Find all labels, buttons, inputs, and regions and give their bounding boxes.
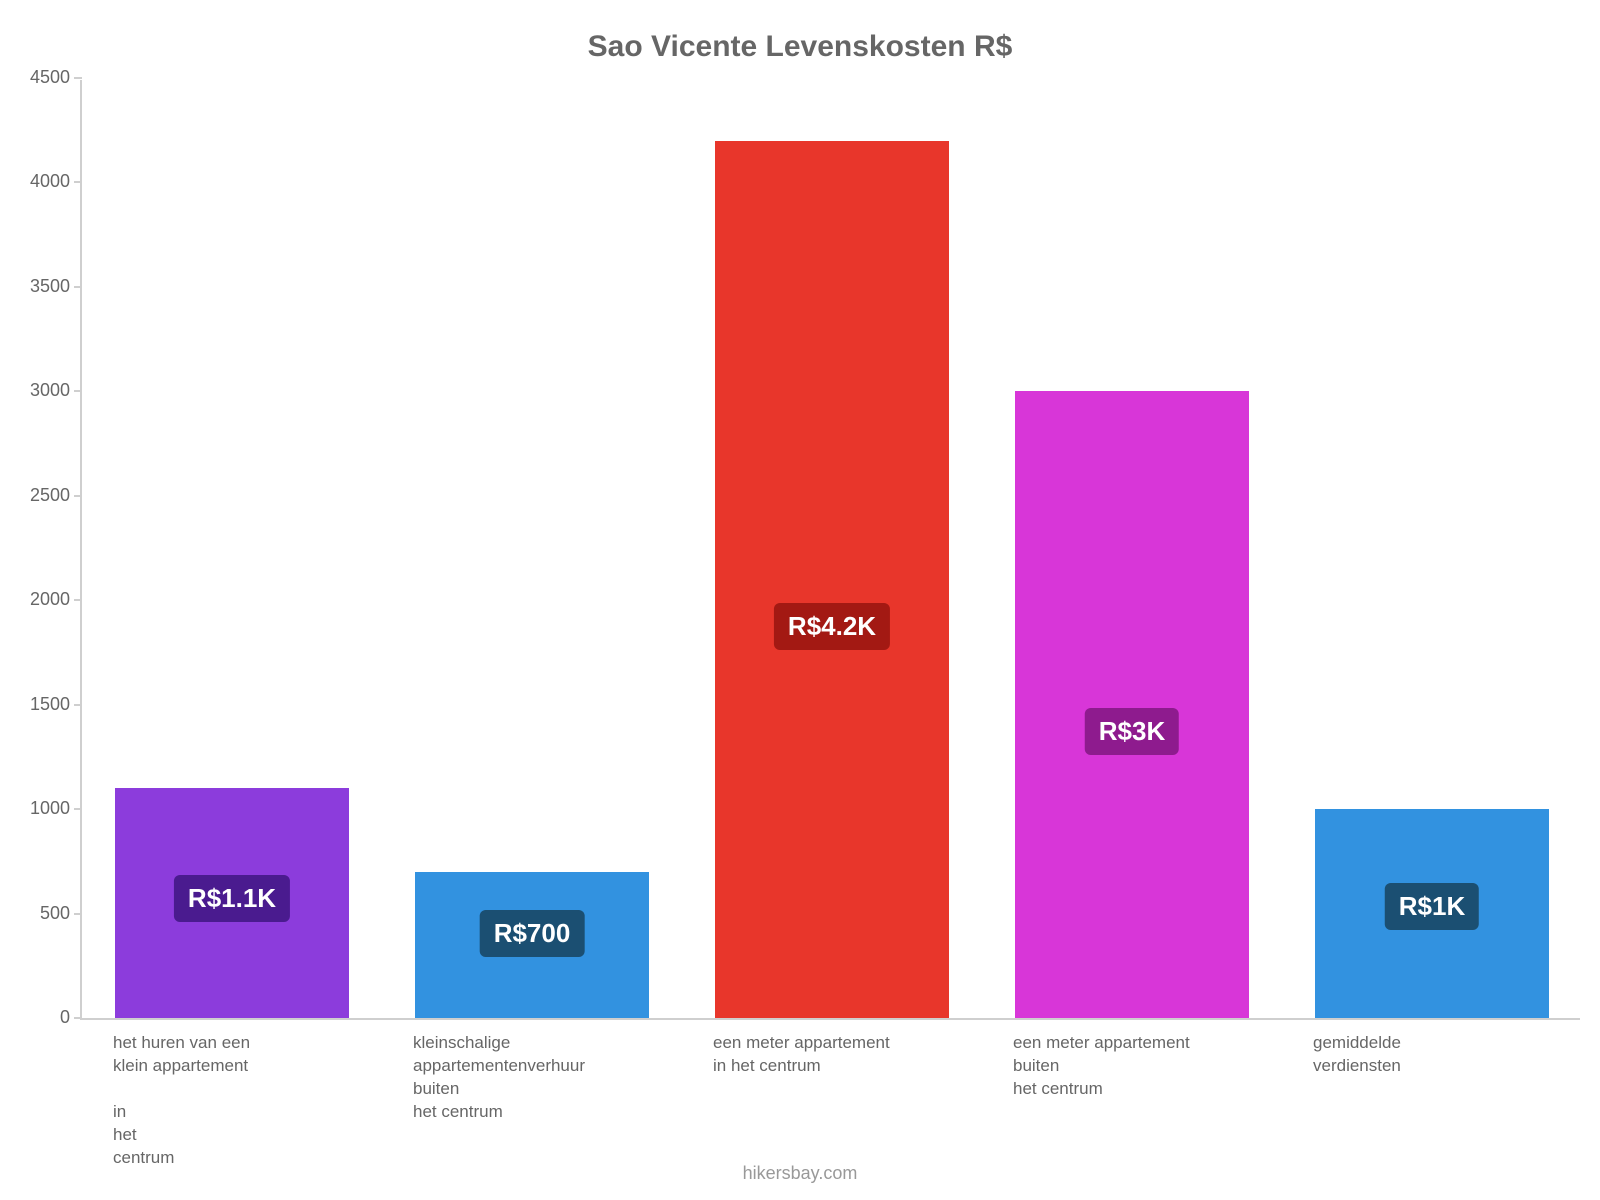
chart-container: Sao Vicente Levenskosten R$ 050010001500…	[0, 0, 1600, 1200]
y-tick-label: 0	[0, 1007, 70, 1028]
y-tick-label: 2500	[0, 485, 70, 506]
chart-title: Sao Vicente Levenskosten R$	[0, 30, 1600, 64]
y-tick-label: 500	[0, 903, 70, 924]
value-badge: R$700	[480, 910, 585, 957]
y-tick-label: 4500	[0, 67, 70, 88]
x-axis-label: het huren van een klein appartement in h…	[113, 1032, 347, 1170]
y-tick-mark	[74, 704, 82, 706]
y-tick-mark	[74, 181, 82, 183]
y-tick-mark	[74, 286, 82, 288]
y-tick-mark	[74, 390, 82, 392]
value-badge: R$3K	[1085, 708, 1179, 755]
y-tick-label: 3000	[0, 380, 70, 401]
y-tick-label: 2000	[0, 589, 70, 610]
x-axis-label: een meter appartement buiten het centrum	[1013, 1032, 1247, 1101]
x-axis-label: gemiddelde verdiensten	[1313, 1032, 1547, 1078]
bar	[1015, 391, 1249, 1018]
bar	[715, 141, 949, 1018]
y-tick-mark	[74, 599, 82, 601]
y-tick-label: 1000	[0, 798, 70, 819]
y-tick-label: 3500	[0, 276, 70, 297]
y-tick-label: 4000	[0, 171, 70, 192]
plot-area: 050010001500200025003000350040004500R$1.…	[80, 80, 1580, 1020]
x-axis-label: kleinschalige appartementenverhuur buite…	[413, 1032, 647, 1124]
y-tick-mark	[74, 808, 82, 810]
value-badge: R$1.1K	[174, 875, 290, 922]
footer-text: hikersbay.com	[0, 1163, 1600, 1184]
y-tick-mark	[74, 77, 82, 79]
y-tick-mark	[74, 495, 82, 497]
value-badge: R$4.2K	[774, 603, 890, 650]
value-badge: R$1K	[1385, 883, 1479, 930]
x-axis-label: een meter appartement in het centrum	[713, 1032, 947, 1078]
y-tick-mark	[74, 913, 82, 915]
y-tick-mark	[74, 1017, 82, 1019]
x-axis-labels: het huren van een klein appartement in h…	[80, 1028, 1580, 1168]
y-tick-label: 1500	[0, 694, 70, 715]
